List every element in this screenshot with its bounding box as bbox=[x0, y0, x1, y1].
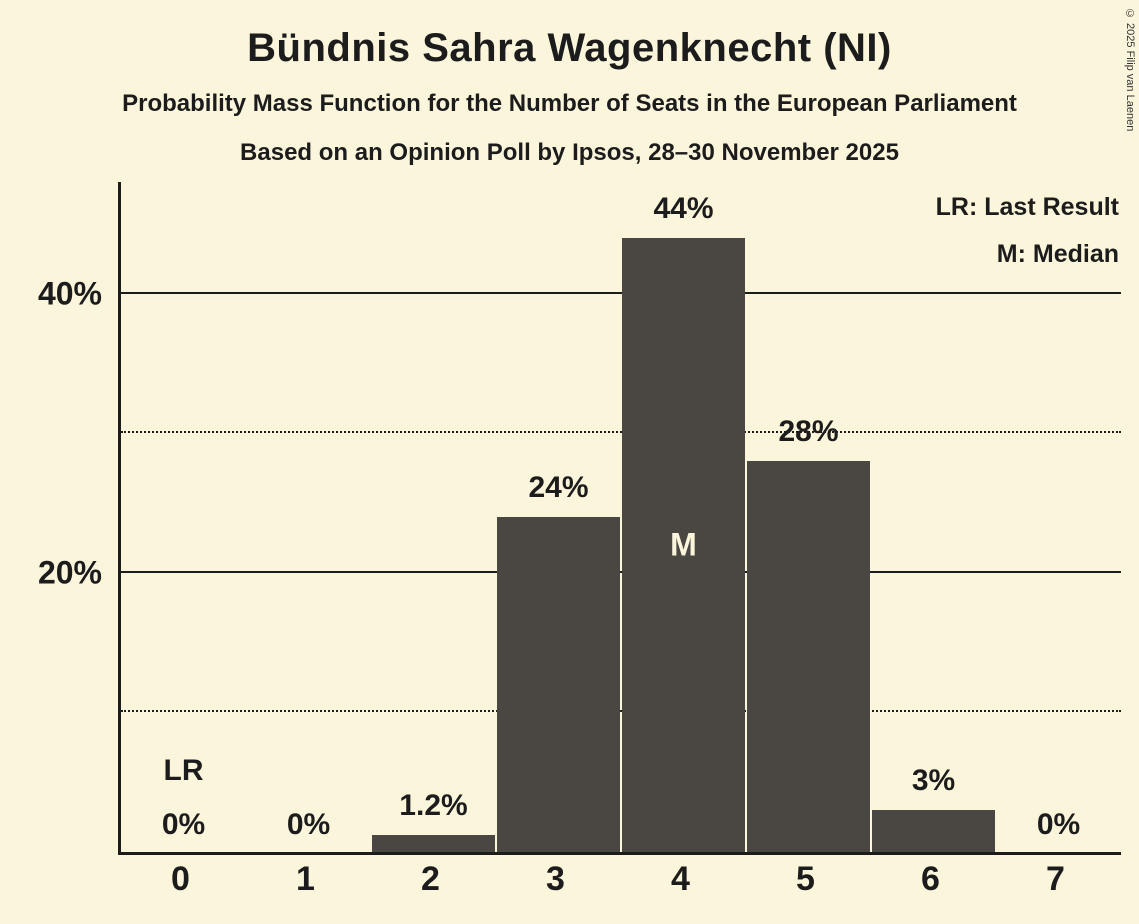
y-tick-label-20: 20% bbox=[37, 554, 102, 591]
bar-slot-seat-2: 1.2% bbox=[371, 182, 496, 852]
legend-median: M: Median bbox=[996, 240, 1119, 268]
bar-seat-3 bbox=[497, 517, 620, 852]
plot-area: LR: Last Result M: Median 0% LR 0% 1.2% 24% 4… bbox=[118, 182, 1121, 855]
bar-value-label-seat-0: 0% bbox=[161, 808, 206, 841]
x-axis-label-6: 6 bbox=[921, 860, 940, 898]
chart-subtitle: Probability Mass Function for the Number… bbox=[122, 90, 1017, 117]
copyright-notice: © 2025 Filip van Laenen bbox=[1124, 8, 1136, 132]
bar-slot-seat-5: 28% bbox=[746, 182, 871, 852]
bar-value-label-seat-6: 3% bbox=[911, 764, 956, 798]
x-axis-label-7: 7 bbox=[1046, 860, 1065, 898]
chart-legend: LR: Last Result M: Median bbox=[936, 184, 1119, 278]
x-axis-label-1: 1 bbox=[296, 860, 315, 898]
x-axis-label-0: 0 bbox=[171, 860, 190, 898]
bar-slot-seat-0: 0% LR bbox=[121, 182, 246, 852]
bar-slot-seat-4: 44% M bbox=[621, 182, 746, 852]
x-axis-label-2: 2 bbox=[421, 860, 440, 898]
major-gridline-20 bbox=[121, 570, 1121, 573]
bar-seat-2 bbox=[372, 835, 495, 852]
bar-seat-4 bbox=[622, 237, 745, 852]
last-result-label: LR bbox=[163, 754, 204, 787]
chart-title: Bündnis Sahra Wagenknecht (NI) bbox=[247, 26, 892, 70]
bar-slot-seat-7: 0% bbox=[996, 182, 1121, 852]
bar-value-label-seat-2: 1.2% bbox=[399, 789, 468, 823]
bar-value-label-seat-3: 24% bbox=[528, 471, 589, 504]
bar-slot-seat-6: 3% bbox=[871, 182, 996, 852]
bar-seat-5 bbox=[747, 461, 870, 852]
bar-value-label-seat-5: 28% bbox=[778, 415, 839, 449]
minor-gridline-10 bbox=[121, 710, 1121, 713]
x-axis-label-5: 5 bbox=[796, 860, 815, 898]
bar-slot-seat-3: 24% bbox=[496, 182, 621, 852]
median-label: M bbox=[670, 526, 697, 563]
major-gridline-40 bbox=[121, 291, 1121, 294]
legend-last-result: LR: Last Result bbox=[935, 193, 1119, 221]
bar-value-label-seat-7: 0% bbox=[1036, 808, 1081, 841]
chart-subtitle-poll: Based on an Opinion Poll by Ipsos, 28–30… bbox=[240, 139, 899, 166]
bar-value-label-seat-1: 0% bbox=[286, 808, 331, 841]
y-tick-label-40: 40% bbox=[37, 275, 102, 312]
x-axis-label-3: 3 bbox=[546, 860, 565, 898]
bar-value-label-seat-4: 44% bbox=[653, 191, 714, 225]
bar-seat-6 bbox=[872, 810, 995, 852]
minor-gridline-30 bbox=[121, 431, 1121, 434]
y-axis-tick-labels: 40% 20% bbox=[0, 182, 102, 852]
x-axis-label-4: 4 bbox=[671, 860, 690, 898]
x-axis-labels: 0 1 2 3 4 5 6 7 bbox=[118, 860, 1118, 916]
bar-slot-seat-1: 0% bbox=[246, 182, 371, 852]
bars-container: 0% LR 0% 1.2% 24% 44% M 28% 3% 0% bbox=[121, 182, 1121, 852]
